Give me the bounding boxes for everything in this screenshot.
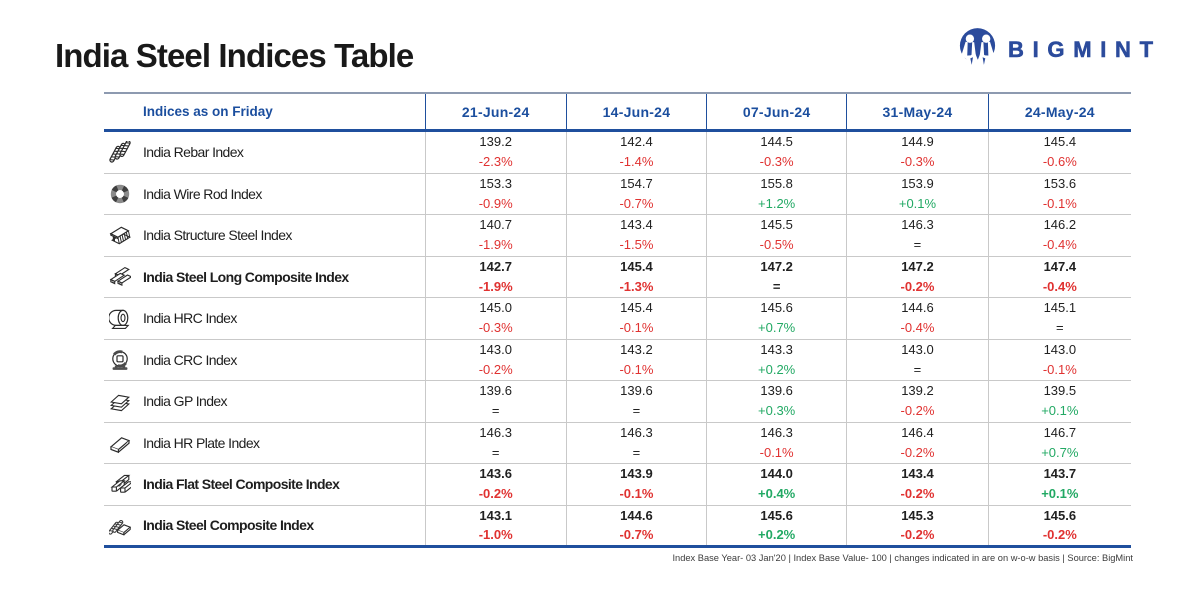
svg-text:BIGMINT: BIGMINT bbox=[1008, 37, 1157, 62]
